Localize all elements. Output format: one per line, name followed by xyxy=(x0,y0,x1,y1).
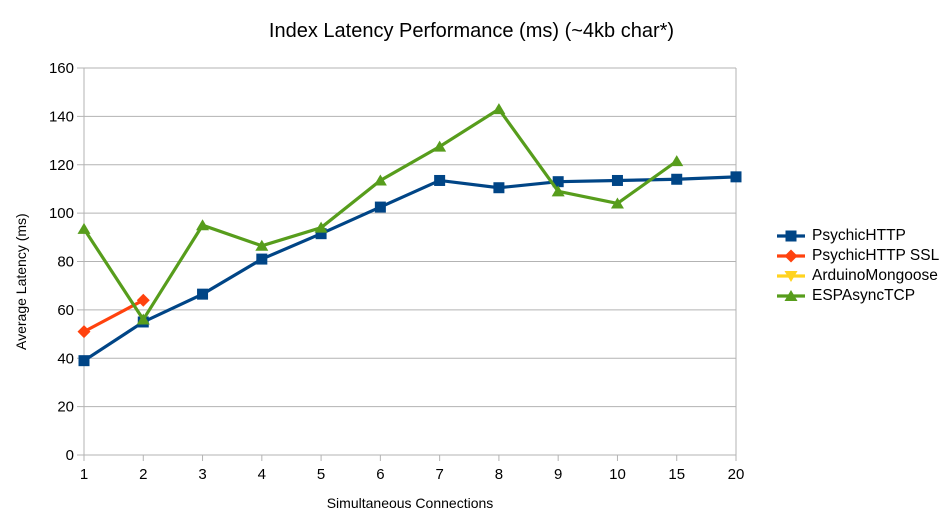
square-data-marker xyxy=(671,173,683,185)
legend-item-psychichttp: PsychicHTTP xyxy=(777,226,939,246)
triangle-up-data-marker xyxy=(77,222,91,234)
triangle-up-data-marker xyxy=(670,155,684,167)
square-data-marker xyxy=(434,174,446,186)
x-tick-label: 2 xyxy=(139,466,147,483)
legend-triangle-up-marker-icon xyxy=(777,287,805,305)
triangle-up-data-marker xyxy=(373,174,387,186)
triangle-up-data-marker xyxy=(433,140,447,152)
y-tick-label: 40 xyxy=(57,350,74,367)
y-tick-label: 120 xyxy=(49,157,74,174)
triangle-up-data-marker xyxy=(610,197,624,209)
square-data-marker xyxy=(256,253,268,265)
legend-item-psychichttp-ssl: PsychicHTTP SSL xyxy=(777,246,939,266)
y-tick-label: 80 xyxy=(57,254,74,271)
legend-triangle-down-marker-icon xyxy=(777,267,805,285)
x-tick-label: 15 xyxy=(668,466,685,483)
x-tick-label: 7 xyxy=(435,466,443,483)
x-tick-label: 9 xyxy=(554,466,562,483)
legend-label: ESPAsyncTCP xyxy=(812,287,916,304)
series-line-espasynctcp xyxy=(82,106,678,323)
legend-label: PsychicHTTP xyxy=(812,227,906,244)
triangle-up-data-marker xyxy=(314,221,328,233)
x-tick-label: 10 xyxy=(609,466,626,483)
x-tick-label: 3 xyxy=(198,466,206,483)
x-tick-label: 6 xyxy=(376,466,384,483)
triangle-up-data-marker xyxy=(136,313,150,325)
square-data-marker xyxy=(493,182,505,194)
y-tick-label: 20 xyxy=(57,399,74,416)
x-axis-title: Simultaneous Connections xyxy=(326,495,494,511)
legend-label: ArduinoMongoose xyxy=(812,267,938,284)
square-data-marker xyxy=(611,174,623,186)
y-tick-label: 140 xyxy=(49,108,74,125)
diamond-data-marker xyxy=(77,325,91,339)
square-data-marker xyxy=(78,355,90,367)
x-tick-label: 20 xyxy=(728,466,745,483)
triangle-up-data-marker xyxy=(551,185,565,197)
y-axis-title: Average Latency (ms) xyxy=(13,213,29,350)
legend-item-espasynctcp: ESPAsyncTCP xyxy=(777,286,939,306)
legend-label: PsychicHTTP SSL xyxy=(812,247,940,264)
square-data-marker xyxy=(552,176,564,188)
x-tick-label: 8 xyxy=(495,466,503,483)
y-tick-label: 60 xyxy=(57,302,74,319)
legend-diamond-marker-icon xyxy=(777,247,805,265)
chart-title: Index Latency Performance (ms) (~4kb cha… xyxy=(268,20,675,42)
y-tick-label: 160 xyxy=(49,60,74,77)
square-data-marker xyxy=(730,171,742,183)
series-line-psychichttp xyxy=(83,175,737,363)
triangle-up-data-marker xyxy=(196,219,210,231)
y-tick-label: 0 xyxy=(66,447,74,464)
triangle-up-data-marker xyxy=(255,239,269,251)
x-tick-label: 4 xyxy=(258,466,266,483)
x-tick-label: 5 xyxy=(317,466,325,483)
x-tick-label: 1 xyxy=(80,466,88,483)
legend: PsychicHTTP PsychicHTTP SSL ArduinoMongo… xyxy=(777,226,939,306)
y-tick-label: 100 xyxy=(49,205,74,222)
legend-square-marker-icon xyxy=(777,227,805,245)
diamond-data-marker xyxy=(136,293,150,307)
triangle-up-data-marker xyxy=(492,103,506,115)
legend-item-arduinomongoose: ArduinoMongoose xyxy=(777,266,939,286)
square-data-marker xyxy=(374,201,386,213)
square-data-marker xyxy=(197,288,209,300)
